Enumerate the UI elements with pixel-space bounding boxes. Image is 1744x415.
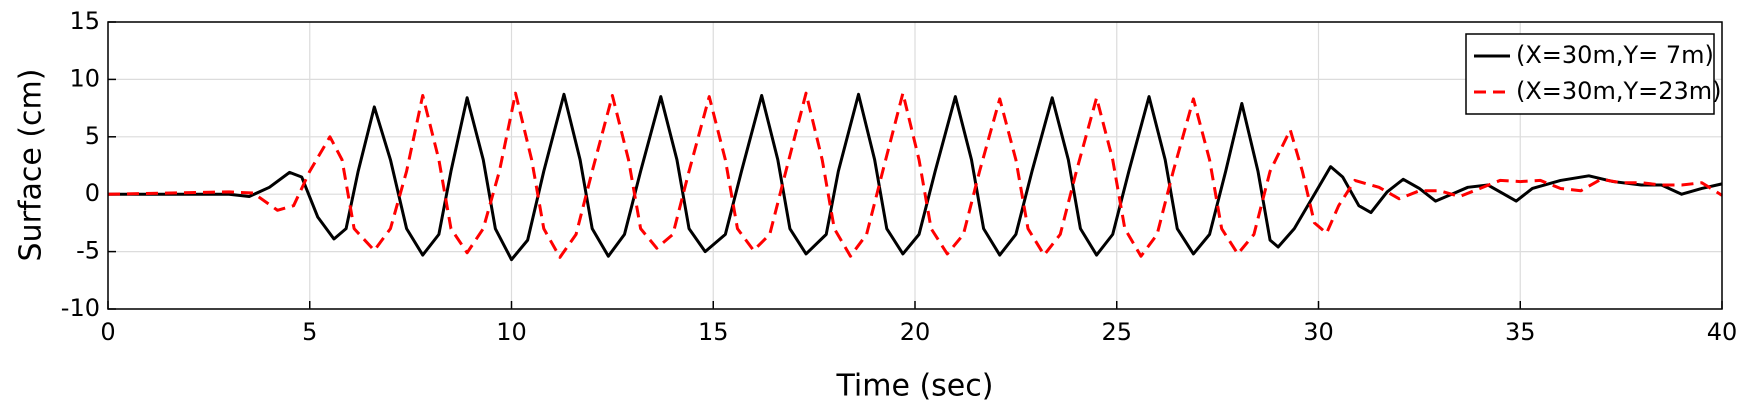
x-tick-label: 40 xyxy=(1707,318,1738,346)
y-tick-label: -5 xyxy=(76,237,100,265)
legend-label: (X=30m,Y=23m) xyxy=(1516,77,1722,105)
legend-label: (X=30m,Y= 7m) xyxy=(1516,41,1714,69)
plot-frame xyxy=(107,21,1723,310)
x-tick-label: 0 xyxy=(100,318,115,346)
x-tick-label: 10 xyxy=(496,318,527,346)
x-tick-label: 20 xyxy=(900,318,931,346)
x-tick-label: 15 xyxy=(698,318,729,346)
x-tick-label: 5 xyxy=(302,318,317,346)
legend-box xyxy=(1465,33,1715,115)
y-tick-label: 10 xyxy=(69,64,100,92)
y-tick-label: 0 xyxy=(85,179,100,207)
x-tick-label: 35 xyxy=(1505,318,1536,346)
y-tick-label: 5 xyxy=(85,122,100,150)
x-tick-label: 30 xyxy=(1303,318,1334,346)
data-line xyxy=(108,92,1723,262)
y-axis-label: Surface (cm) xyxy=(14,69,49,262)
x-axis-label: Time (sec) xyxy=(836,369,994,404)
y-tick-label: 15 xyxy=(69,7,100,35)
x-tick-label: 25 xyxy=(1101,318,1132,346)
y-tick-label: -10 xyxy=(61,294,100,322)
